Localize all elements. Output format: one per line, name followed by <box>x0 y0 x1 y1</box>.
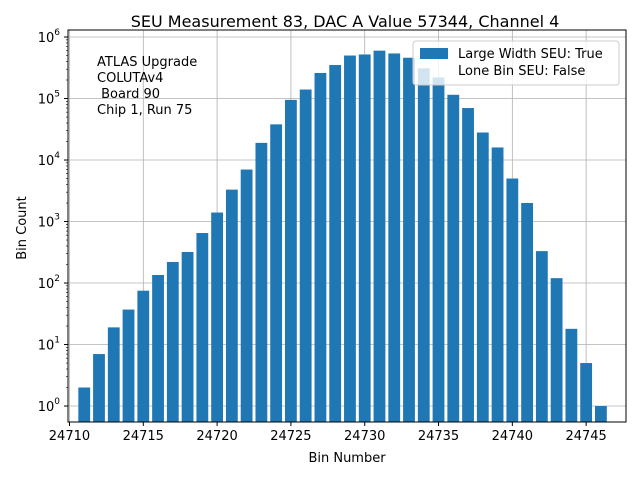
y-tick-label: 103 <box>38 213 60 231</box>
bar <box>166 261 179 422</box>
legend-entry: Large Width SEU: True <box>458 47 603 62</box>
y-tick-label: 101 <box>38 336 60 354</box>
bar <box>535 251 548 422</box>
bar <box>403 57 415 422</box>
bar <box>270 124 283 423</box>
annotation-line: ATLAS Upgrade <box>97 55 197 70</box>
bar <box>152 275 164 422</box>
bar <box>388 53 401 422</box>
bar <box>344 55 356 423</box>
bar <box>476 132 489 422</box>
x-tick-label: 24730 <box>344 429 385 444</box>
y-tick-label: 104 <box>38 151 61 169</box>
x-tick-label: 24720 <box>196 429 237 444</box>
x-tick-label: 24725 <box>270 429 311 444</box>
legend: Large Width SEU: True Lone Bin SEU: Fals… <box>412 40 620 86</box>
annotation-box: ATLAS Upgrade COLUTAv4 Board 90 Chip 1, … <box>97 55 197 118</box>
bar <box>491 147 504 423</box>
legend-swatch <box>420 48 448 59</box>
bar <box>225 189 238 422</box>
bar <box>550 278 563 422</box>
legend-entry: Lone Bin SEU: False <box>458 64 585 79</box>
x-tick-label: 24735 <box>418 429 459 444</box>
annotation-line: Chip 1, Run 75 <box>97 103 192 118</box>
bar <box>373 50 386 422</box>
bar <box>462 108 474 422</box>
y-tick-label: 102 <box>38 274 60 292</box>
bar <box>565 328 578 422</box>
bar <box>299 89 312 422</box>
bar <box>417 68 430 422</box>
plot-frame <box>67 29 627 423</box>
bar <box>122 309 135 422</box>
bar <box>255 142 268 422</box>
y-tick-label: 100 <box>38 397 61 415</box>
y-tick-label: 106 <box>38 28 61 46</box>
bar <box>506 178 519 422</box>
bar <box>285 99 297 423</box>
bar <box>107 327 120 422</box>
x-axis-label: Bin Number <box>308 451 386 466</box>
bar <box>432 77 445 422</box>
x-tick-label: 24710 <box>49 429 90 444</box>
x-tick-label: 24740 <box>492 429 533 444</box>
y-tick-label: 105 <box>38 90 60 108</box>
annotation-line: COLUTAv4 <box>97 71 163 86</box>
x-axis-ticks: 24710 24715 24720 24725 24730 24735 24740 24745 <box>49 422 607 444</box>
bar <box>240 169 253 422</box>
bar <box>358 54 371 423</box>
annotation-line: Board 90 <box>97 87 160 102</box>
bar <box>329 65 342 422</box>
bar <box>196 233 209 422</box>
bar <box>521 203 533 422</box>
bar <box>78 387 91 422</box>
bar <box>211 212 223 422</box>
bar <box>595 406 607 422</box>
y-axis-ticks: 100 101 102 103 104 105 106 <box>38 28 68 415</box>
bar <box>314 72 327 422</box>
bar <box>580 363 593 422</box>
x-tick-label: 24745 <box>565 429 606 444</box>
chart-title: SEU Measurement 83, DAC A Value 57344, C… <box>131 12 560 31</box>
bar <box>93 354 105 422</box>
y-axis-label: Bin Count <box>15 196 30 260</box>
legend-frame <box>412 40 620 86</box>
x-tick-label: 24715 <box>123 429 164 444</box>
bar <box>137 290 150 422</box>
bar <box>181 251 194 422</box>
bars <box>78 50 607 423</box>
bar <box>447 94 460 423</box>
